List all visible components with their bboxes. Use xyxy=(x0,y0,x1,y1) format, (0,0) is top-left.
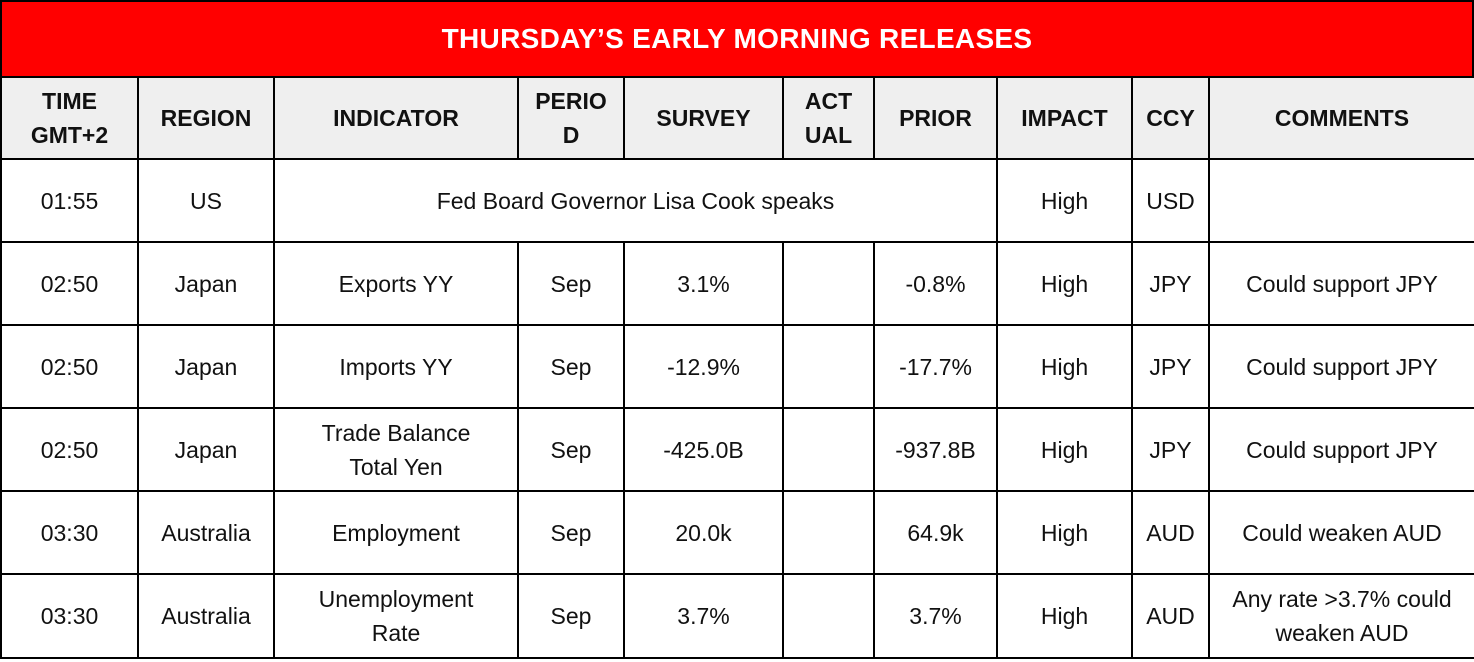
cell-indicator-line1: Imports YY xyxy=(339,353,453,380)
cell-indicator: Trade Balance Total Yen xyxy=(273,407,519,492)
cell-impact: High xyxy=(996,241,1133,326)
cell-actual xyxy=(782,490,875,575)
cell-time: 03:30 xyxy=(0,573,139,659)
header-row: TIME GMT+2 REGION INDICATOR PERIO D SURVEY… xyxy=(0,76,1474,160)
cell-indicator-line1: Exports YY xyxy=(338,270,454,297)
cell-region: US xyxy=(137,158,275,243)
cell-time: 02:50 xyxy=(0,407,139,492)
cell-survey: 20.0k xyxy=(623,490,784,575)
header-time: TIME GMT+2 xyxy=(0,76,139,160)
cell-region: Japan xyxy=(137,241,275,326)
cell-survey: 3.7% xyxy=(623,573,784,659)
header-ccy: CCY xyxy=(1131,76,1210,160)
table-row: 02:50 Japan Trade Balance Total Yen Sep -… xyxy=(0,407,1474,492)
cell-indicator-merged: Fed Board Governor Lisa Cook speaks xyxy=(273,158,998,243)
cell-survey: -425.0B xyxy=(623,407,784,492)
cell-indicator-line1: Trade Balance xyxy=(321,419,471,446)
cell-ccy: AUD xyxy=(1131,490,1210,575)
cell-indicator-line1: Unemployment xyxy=(318,586,474,612)
cell-ccy: JPY xyxy=(1131,324,1210,409)
cell-prior: 64.9k xyxy=(873,490,998,575)
table-row: 01:55 US Fed Board Governor Lisa Cook sp… xyxy=(0,158,1474,243)
header-actual-line1: ACT xyxy=(804,88,853,114)
header-time-line1: TIME xyxy=(42,88,97,114)
header-period: PERIO D xyxy=(517,76,625,160)
cell-comments: Could support JPY xyxy=(1208,324,1474,409)
cell-indicator-line2: Rate xyxy=(371,620,421,646)
cell-actual xyxy=(782,407,875,492)
cell-comments-line1: Could support JPY xyxy=(1246,270,1438,297)
cell-period: Sep xyxy=(517,573,625,659)
cell-comments: Could weaken AUD xyxy=(1208,490,1474,575)
cell-impact: High xyxy=(996,158,1133,243)
cell-prior: -17.7% xyxy=(873,324,998,409)
header-actual: ACT UAL xyxy=(782,76,875,160)
cell-region: Japan xyxy=(137,324,275,409)
cell-time: 03:30 xyxy=(0,490,139,575)
header-impact: IMPACT xyxy=(996,76,1133,160)
cell-actual xyxy=(782,573,875,659)
header-period-line1: PERIO xyxy=(535,88,607,114)
cell-comments: Could support JPY xyxy=(1208,407,1474,492)
cell-comments-line1: Could support JPY xyxy=(1246,353,1438,380)
cell-comments: Could support JPY xyxy=(1208,241,1474,326)
cell-indicator: Employment xyxy=(273,490,519,575)
cell-comments-line2: weaken AUD xyxy=(1275,620,1409,646)
cell-actual xyxy=(782,241,875,326)
cell-survey: 3.1% xyxy=(623,241,784,326)
cell-prior: -0.8% xyxy=(873,241,998,326)
header-time-line2: GMT+2 xyxy=(30,122,109,148)
cell-period: Sep xyxy=(517,407,625,492)
cell-period: Sep xyxy=(517,490,625,575)
cell-actual xyxy=(782,324,875,409)
cell-comments-line1: Any rate >3.7% could xyxy=(1232,586,1452,612)
table-row: 02:50 Japan Exports YY Sep 3.1% -0.8% Hi… xyxy=(0,241,1474,326)
cell-ccy: AUD xyxy=(1131,573,1210,659)
header-comments: COMMENTS xyxy=(1208,76,1474,160)
table-row: 02:50 Japan Imports YY Sep -12.9% -17.7%… xyxy=(0,324,1474,409)
header-period-line2: D xyxy=(562,122,580,148)
cell-prior: -937.8B xyxy=(873,407,998,492)
header-region: REGION xyxy=(137,76,275,160)
cell-time: 01:55 xyxy=(0,158,139,243)
cell-impact: High xyxy=(996,407,1133,492)
cell-comments-line1: Could support JPY xyxy=(1246,436,1438,463)
cell-ccy: JPY xyxy=(1131,407,1210,492)
cell-indicator-line1: Employment xyxy=(332,519,460,546)
cell-region: Australia xyxy=(137,573,275,659)
cell-impact: High xyxy=(996,490,1133,575)
header-indicator: INDICATOR xyxy=(273,76,519,160)
cell-comments-line1: Could weaken AUD xyxy=(1242,519,1442,546)
header-survey: SURVEY xyxy=(623,76,784,160)
cell-indicator: Exports YY xyxy=(273,241,519,326)
cell-time: 02:50 xyxy=(0,324,139,409)
cell-region: Australia xyxy=(137,490,275,575)
header-actual-line2: UAL xyxy=(804,122,853,148)
cell-survey: -12.9% xyxy=(623,324,784,409)
cell-period: Sep xyxy=(517,241,625,326)
cell-ccy: JPY xyxy=(1131,241,1210,326)
table-row: 03:30 Australia Unemployment Rate Sep 3.7… xyxy=(0,573,1474,659)
cell-indicator-line2: Total Yen xyxy=(349,453,443,480)
cell-indicator: Imports YY xyxy=(273,324,519,409)
cell-comments xyxy=(1208,158,1474,243)
cell-time: 02:50 xyxy=(0,241,139,326)
table-row: 03:30 Australia Employment Sep 20.0k 64.… xyxy=(0,490,1474,575)
cell-comments: Any rate >3.7% could weaken AUD xyxy=(1208,573,1474,659)
cell-impact: High xyxy=(996,573,1133,659)
cell-indicator: Unemployment Rate xyxy=(273,573,519,659)
header-prior: PRIOR xyxy=(873,76,998,160)
cell-ccy: USD xyxy=(1131,158,1210,243)
releases-table: TIME GMT+2 REGION INDICATOR PERIO D SURVEY… xyxy=(0,76,1474,659)
cell-period: Sep xyxy=(517,324,625,409)
table-title: THURSDAY’S EARLY MORNING RELEASES xyxy=(0,0,1474,76)
cell-region: Japan xyxy=(137,407,275,492)
cell-impact: High xyxy=(996,324,1133,409)
cell-prior: 3.7% xyxy=(873,573,998,659)
